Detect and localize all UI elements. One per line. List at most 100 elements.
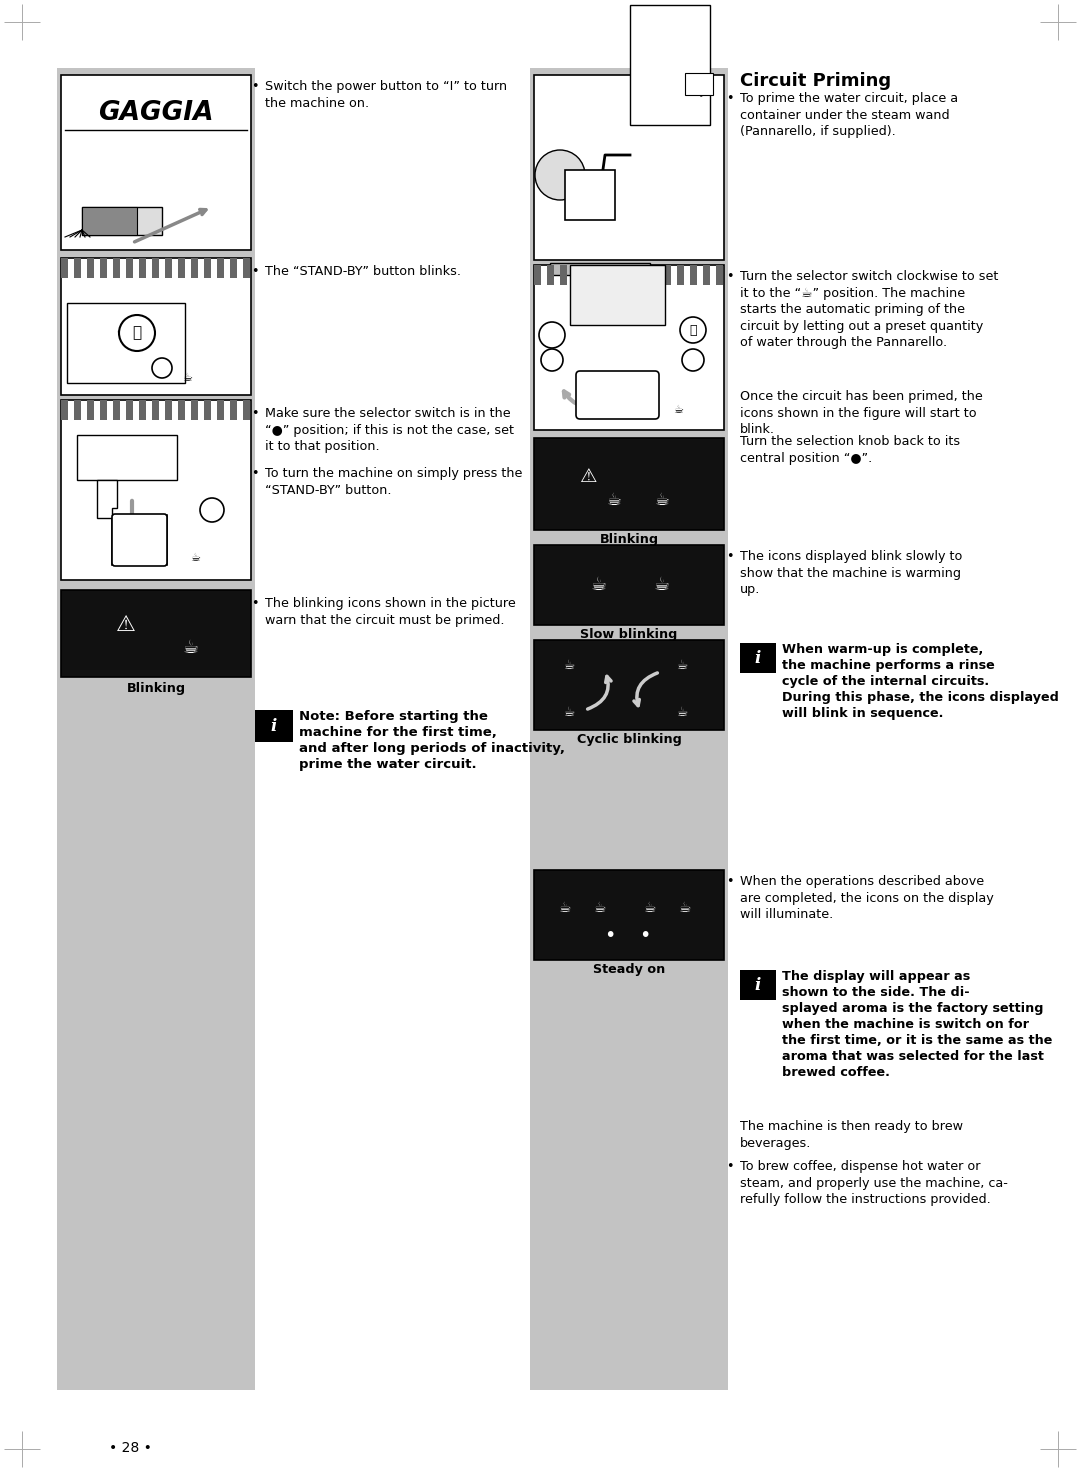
Bar: [625, 265, 632, 285]
Polygon shape: [97, 480, 117, 518]
Bar: [178, 400, 185, 421]
Text: •: •: [251, 79, 258, 93]
Bar: [57, 68, 255, 1390]
Text: •: •: [726, 93, 733, 104]
Text: ✂: ✂: [698, 84, 712, 101]
Text: GAGGIA: GAGGIA: [98, 100, 214, 127]
Circle shape: [535, 150, 585, 200]
Bar: [100, 257, 107, 278]
Bar: [60, 257, 68, 278]
Text: Blinking: Blinking: [126, 683, 186, 694]
Bar: [243, 257, 249, 278]
Bar: [152, 400, 159, 421]
Text: Make sure the selector switch is in the
“●” position; if this is not the case, s: Make sure the selector switch is in the …: [265, 407, 514, 453]
Bar: [690, 265, 697, 285]
Bar: [740, 969, 777, 1000]
Text: To prime the water circuit, place a
container under the steam wand
(Pannarello, : To prime the water circuit, place a cont…: [740, 93, 958, 138]
Bar: [139, 257, 146, 278]
Bar: [565, 171, 615, 221]
Text: ☕: ☕: [654, 491, 670, 509]
Text: ☕: ☕: [594, 902, 606, 915]
Text: ☕: ☕: [183, 638, 199, 658]
Circle shape: [541, 349, 563, 371]
Circle shape: [200, 499, 224, 522]
Circle shape: [680, 316, 706, 343]
Text: i: i: [755, 977, 761, 993]
Bar: [217, 400, 224, 421]
Bar: [534, 438, 724, 530]
Text: ☕: ☕: [678, 902, 691, 915]
Bar: [534, 75, 724, 260]
Bar: [165, 257, 172, 278]
FancyBboxPatch shape: [576, 371, 659, 419]
Text: • 28 •: • 28 •: [109, 1442, 151, 1455]
Bar: [530, 68, 728, 1390]
Text: ☕: ☕: [653, 577, 670, 594]
Text: •: •: [726, 271, 733, 282]
Bar: [82, 207, 162, 235]
Bar: [534, 265, 541, 285]
Text: ☕: ☕: [558, 902, 571, 915]
Bar: [546, 265, 554, 285]
Text: ☕: ☕: [183, 374, 192, 382]
Bar: [255, 710, 293, 741]
Bar: [570, 265, 665, 325]
Circle shape: [539, 322, 565, 349]
Bar: [677, 265, 684, 285]
Bar: [126, 257, 133, 278]
Circle shape: [152, 357, 172, 378]
Text: The machine is then ready to brew
beverages.: The machine is then ready to brew bevera…: [740, 1119, 963, 1149]
Bar: [87, 400, 94, 421]
Bar: [534, 544, 724, 625]
Text: Note: Before starting the
machine for the first time,
and after long periods of : Note: Before starting the machine for th…: [299, 710, 565, 771]
Text: •: •: [605, 925, 616, 944]
Bar: [77, 435, 177, 480]
Bar: [87, 257, 94, 278]
Text: i: i: [755, 650, 761, 666]
Text: Turn the selection knob back to its
central position “●”.: Turn the selection knob back to its cent…: [740, 435, 960, 465]
Bar: [230, 400, 237, 421]
Text: i: i: [271, 718, 278, 734]
Text: ⚠: ⚠: [580, 466, 597, 485]
Text: •: •: [639, 925, 650, 944]
Text: Slow blinking: Slow blinking: [580, 628, 677, 641]
Bar: [60, 257, 251, 396]
Text: •: •: [251, 597, 258, 610]
Bar: [561, 265, 567, 285]
Text: Steady on: Steady on: [593, 964, 665, 975]
Text: When warm-up is complete,
the machine performs a rinse
cycle of the internal cir: When warm-up is complete, the machine pe…: [782, 643, 1058, 719]
Bar: [534, 265, 724, 430]
Text: •: •: [251, 407, 258, 421]
Bar: [534, 640, 724, 730]
Text: The “STAND-BY” button blinks.: The “STAND-BY” button blinks.: [265, 265, 461, 278]
Bar: [60, 400, 251, 580]
Text: •: •: [726, 550, 733, 563]
Bar: [75, 257, 81, 278]
Bar: [703, 265, 710, 285]
FancyBboxPatch shape: [112, 513, 167, 566]
Text: To turn the machine on simply press the
“STAND-BY” button.: To turn the machine on simply press the …: [265, 466, 523, 497]
Text: Circuit Priming: Circuit Priming: [740, 72, 891, 90]
Bar: [152, 257, 159, 278]
Bar: [178, 257, 185, 278]
Bar: [75, 400, 81, 421]
Text: ☕: ☕: [673, 405, 683, 415]
Text: The display will appear as
shown to the side. The di-
splayed aroma is the facto: The display will appear as shown to the …: [782, 969, 1052, 1080]
Bar: [685, 74, 713, 96]
Bar: [100, 400, 107, 421]
Bar: [716, 265, 723, 285]
Text: Switch the power button to “I” to turn
the machine on.: Switch the power button to “I” to turn t…: [265, 79, 508, 109]
Text: ☕: ☕: [564, 659, 575, 671]
Text: ☕: ☕: [190, 553, 200, 563]
Text: ⏻: ⏻: [133, 325, 141, 340]
Bar: [165, 400, 172, 421]
Bar: [113, 400, 120, 421]
Bar: [550, 263, 650, 275]
Text: When the operations described above
are completed, the icons on the display
will: When the operations described above are …: [740, 875, 994, 921]
Bar: [230, 257, 237, 278]
Text: Once the circuit has been primed, the
icons shown in the figure will start to
bl: Once the circuit has been primed, the ic…: [740, 390, 983, 435]
Bar: [664, 265, 671, 285]
Text: Turn the selector switch clockwise to set
it to the “☕” position. The machine
st: Turn the selector switch clockwise to se…: [740, 271, 998, 349]
Text: ☕: ☕: [676, 706, 688, 718]
Bar: [204, 400, 211, 421]
